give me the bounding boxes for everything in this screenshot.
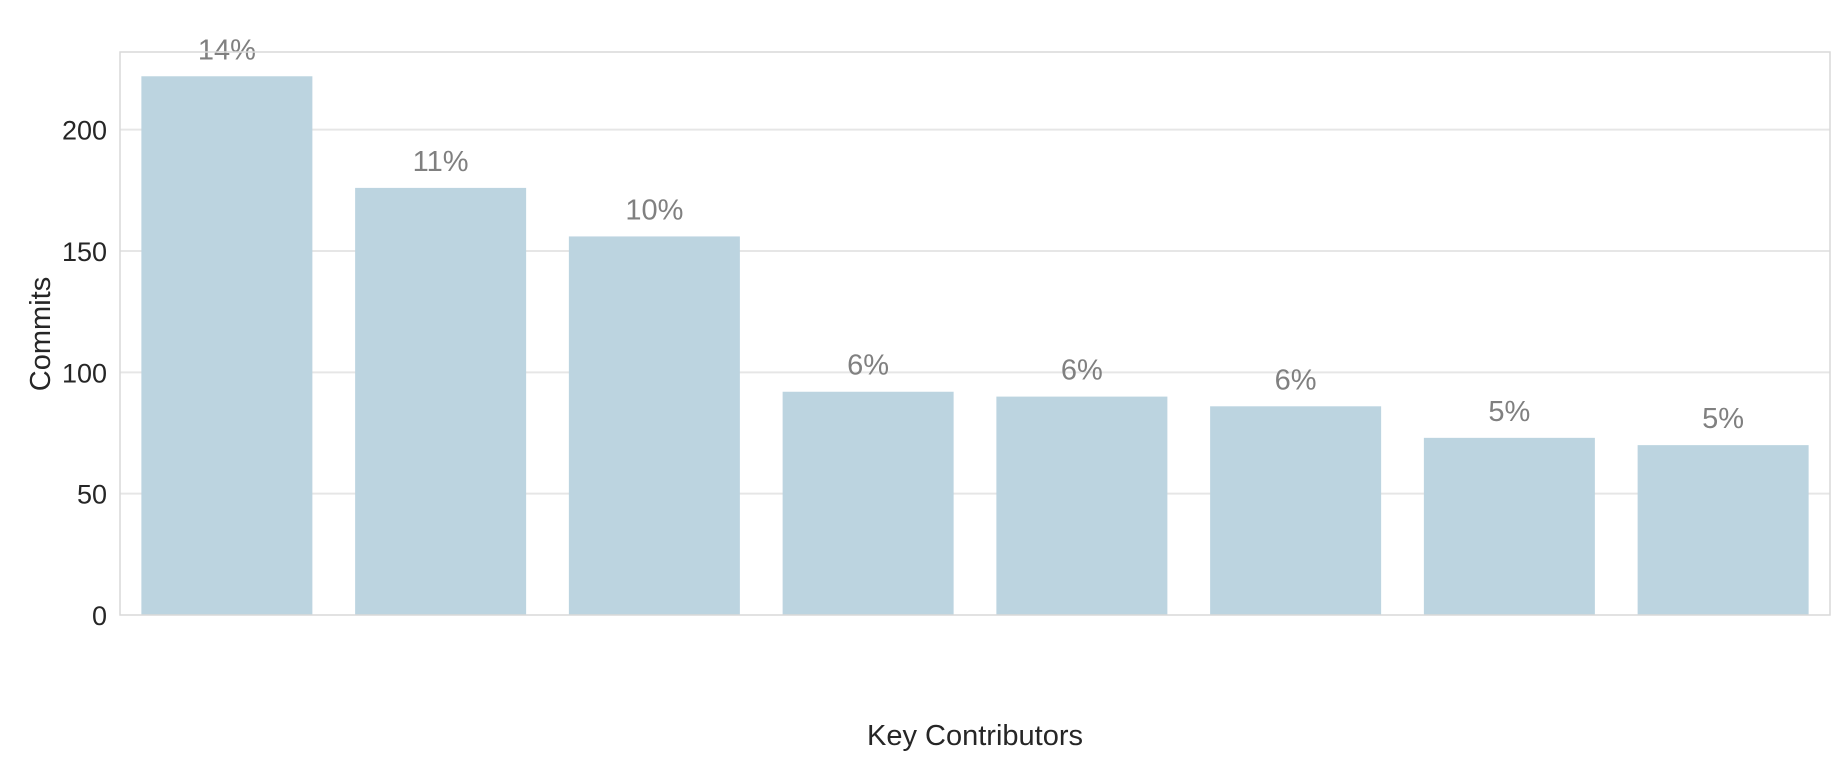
bar-value-label: 6%	[1275, 364, 1317, 396]
bar-value-label: 14%	[198, 34, 256, 66]
plot-frame	[119, 51, 1831, 616]
bar	[355, 187, 527, 615]
x-axis-label: Key Contributors	[867, 720, 1083, 752]
bar-value-label: 10%	[625, 194, 683, 226]
bar-value-label: 6%	[847, 350, 889, 382]
y-tick-label: 0	[92, 601, 107, 631]
bar	[1210, 406, 1382, 615]
y-tick-label: 200	[62, 116, 107, 146]
bar-value-label: 11%	[413, 146, 469, 178]
bar-labels: 14% 11% 10% 6% 6% 6% 5% 5%	[198, 34, 1744, 435]
y-tick-label: 150	[62, 237, 107, 267]
bar	[1637, 445, 1809, 615]
y-axis-ticks: 0 50 100 150 200	[62, 116, 107, 631]
bar-value-label: 5%	[1702, 403, 1744, 435]
bar	[782, 391, 954, 615]
y-axis-label: Commits	[25, 277, 57, 391]
y-tick-label: 50	[77, 480, 107, 510]
bar	[141, 76, 313, 616]
bar	[1423, 437, 1595, 615]
y-tick-label: 100	[62, 358, 107, 388]
bar-value-label: 5%	[1488, 396, 1530, 428]
bar-value-label: 6%	[1061, 355, 1103, 387]
bar	[996, 396, 1168, 615]
bar	[568, 236, 740, 615]
bars	[141, 76, 1809, 616]
